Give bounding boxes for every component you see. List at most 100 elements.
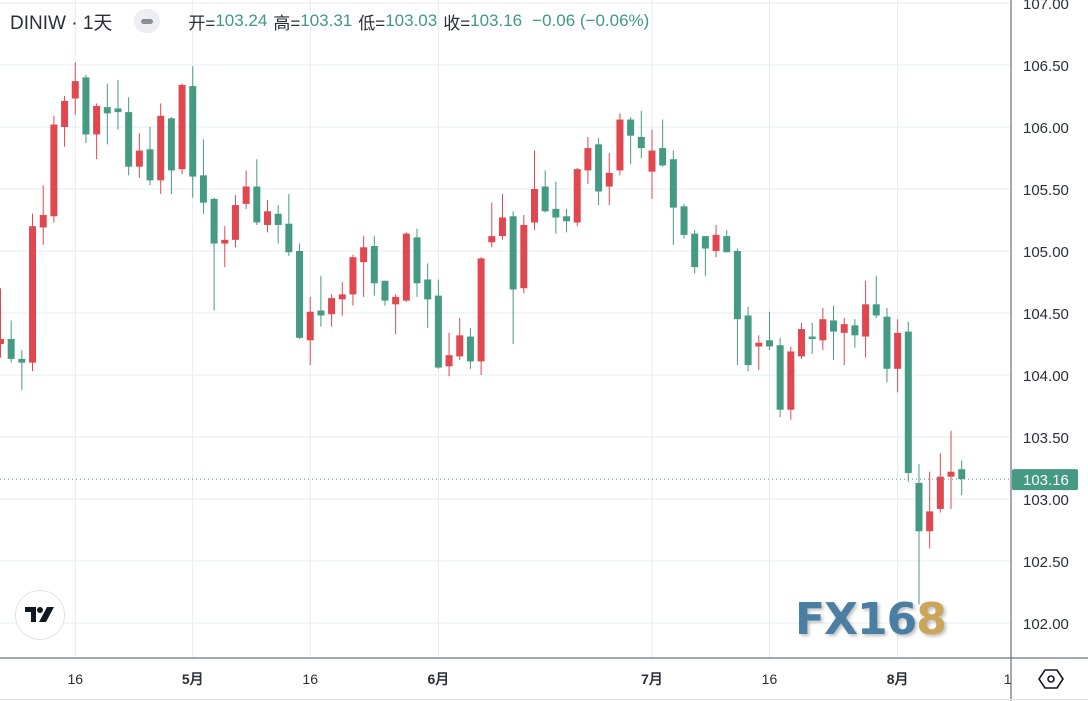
candle-body <box>424 279 432 300</box>
candle-body <box>328 298 336 315</box>
candle-down <box>114 79 122 130</box>
candle-body <box>114 108 122 113</box>
candle-body <box>595 144 603 192</box>
candle-up <box>264 200 271 233</box>
candle-down <box>669 150 677 245</box>
candle-down <box>509 211 517 344</box>
candle-down <box>595 138 603 206</box>
candle-up <box>71 62 79 115</box>
candle-up <box>221 226 229 268</box>
candle-down <box>830 305 838 361</box>
candle-body <box>317 310 325 316</box>
candle-down <box>637 110 645 158</box>
candle-down <box>296 243 304 340</box>
candle-body <box>264 211 271 225</box>
candle-up <box>488 202 496 248</box>
candle-down <box>103 83 111 145</box>
candle-up <box>328 294 336 327</box>
candle-up <box>306 296 314 366</box>
candle-body <box>958 469 966 480</box>
candle-down <box>253 159 261 225</box>
candle-body <box>381 280 389 301</box>
candle-body <box>648 150 656 172</box>
price-tick-label: 103.50 <box>1023 430 1069 447</box>
candle-body <box>338 294 346 300</box>
candle-down <box>413 228 421 297</box>
candle-down <box>189 66 197 198</box>
candle-up <box>477 257 485 375</box>
candle-body <box>531 189 538 223</box>
candle-body <box>637 136 645 149</box>
open-label: 开= <box>188 13 216 33</box>
candle-body <box>701 236 709 249</box>
candle-body <box>434 295 442 368</box>
candle-down <box>125 97 133 176</box>
time-tick-label: 6月 <box>427 671 449 687</box>
time-tick-label: 8月 <box>887 671 909 687</box>
candle-down <box>701 236 709 276</box>
candle-up <box>787 346 795 420</box>
candle-down <box>146 127 154 186</box>
candle-body <box>71 81 79 99</box>
candle-body <box>445 355 453 367</box>
price-tick-label: 107.00 <box>1023 0 1069 13</box>
candle-up <box>93 103 101 160</box>
candle-body <box>904 331 912 473</box>
price-tick-label: 106.00 <box>1023 120 1069 137</box>
candle-body <box>787 351 795 410</box>
candle-down <box>733 248 741 366</box>
high-value: 103.31 <box>300 11 353 30</box>
candle-down <box>424 263 432 328</box>
candle-body <box>915 482 923 532</box>
candle-up <box>584 136 592 185</box>
settings-gear-icon[interactable] <box>1038 666 1064 692</box>
candle-body <box>157 115 165 181</box>
candle-up <box>456 317 464 361</box>
open-value: 103.24 <box>215 11 268 30</box>
candle-body <box>0 339 4 344</box>
candle-down <box>765 311 773 351</box>
candle-down <box>82 74 90 144</box>
candle-body <box>253 186 261 223</box>
candle-body <box>936 476 944 509</box>
candle-up <box>157 103 165 194</box>
candle-body <box>82 77 90 135</box>
time-tick-label: 16 <box>302 671 318 687</box>
candle-body <box>466 336 474 362</box>
candle-down <box>434 279 442 369</box>
high-label: 高= <box>273 13 301 33</box>
candle-up <box>936 453 944 513</box>
candle-body <box>563 216 571 222</box>
candle-down <box>274 205 282 244</box>
candle-up <box>349 254 357 306</box>
candle-down <box>18 350 26 390</box>
candle-down <box>851 319 859 348</box>
candle-body <box>29 226 37 363</box>
candle-body <box>616 119 624 171</box>
collapse-legend-button[interactable] <box>134 9 161 33</box>
candle-body <box>93 105 101 135</box>
candle-body <box>7 339 15 359</box>
candle-body <box>402 233 410 301</box>
candle-body <box>413 237 421 284</box>
price-tick-label: 103.00 <box>1023 492 1069 509</box>
symbol-title[interactable]: DINIW · 1天 <box>10 12 113 34</box>
candle-body <box>552 208 560 218</box>
candle-body <box>167 118 175 171</box>
candle-body <box>712 234 720 251</box>
candle-body <box>103 107 111 114</box>
candle-body <box>755 342 763 347</box>
candle-body <box>456 335 464 357</box>
candle-body <box>520 224 528 289</box>
candle-up <box>798 322 805 359</box>
candle-up <box>39 185 47 245</box>
candle-down <box>370 236 378 296</box>
candle-down <box>659 119 667 167</box>
candle-up <box>498 193 506 240</box>
fx168-watermark: FX168 <box>795 594 947 645</box>
candle-body <box>210 198 218 244</box>
time-tick-label: 16 <box>67 671 83 687</box>
tradingview-logo[interactable] <box>15 590 65 640</box>
time-tick-label: 1 <box>1004 671 1012 687</box>
